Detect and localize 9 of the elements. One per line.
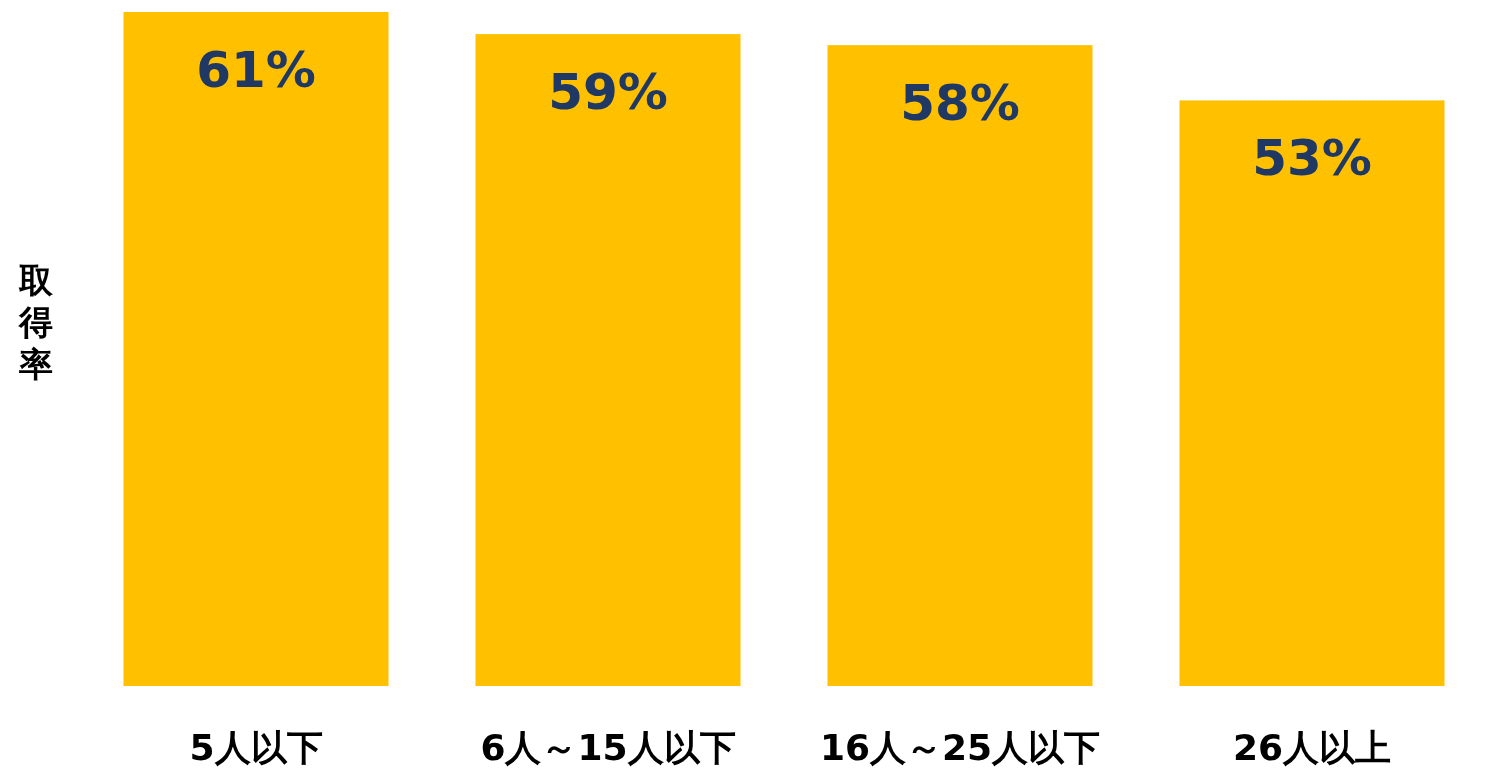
y-axis-title: 取得率 bbox=[18, 260, 54, 384]
x-tick-label: 26人以上 bbox=[1232, 727, 1392, 768]
data-label: 53% bbox=[1252, 129, 1372, 188]
x-tick-label: 16人～25人以下 bbox=[819, 727, 1101, 768]
data-label: 58% bbox=[900, 74, 1020, 133]
x-tick-label: 6人～15人以下 bbox=[480, 727, 736, 768]
data-label: 59% bbox=[548, 63, 668, 122]
data-label: 61% bbox=[196, 41, 316, 99]
x-tick-label: 5人以下 bbox=[189, 727, 323, 768]
